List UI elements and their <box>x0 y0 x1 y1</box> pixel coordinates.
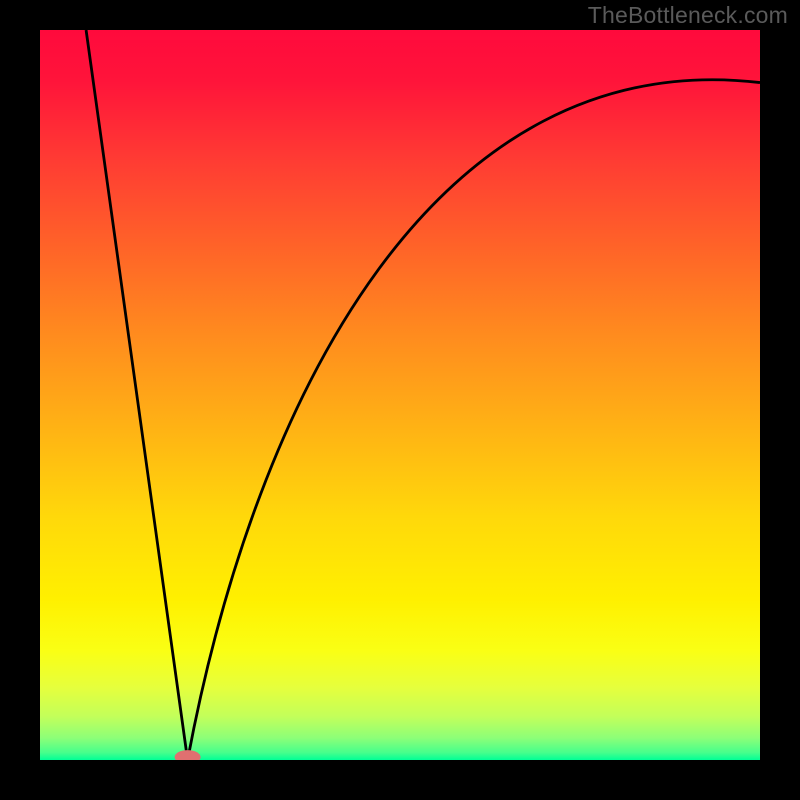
chart-container: TheBottleneck.com <box>0 0 800 800</box>
frame-bottom <box>0 760 800 800</box>
plot-background <box>40 30 760 760</box>
bottleneck-chart <box>0 0 800 800</box>
watermark-text: TheBottleneck.com <box>588 2 788 29</box>
frame-left <box>0 0 40 800</box>
frame-right <box>760 0 800 800</box>
